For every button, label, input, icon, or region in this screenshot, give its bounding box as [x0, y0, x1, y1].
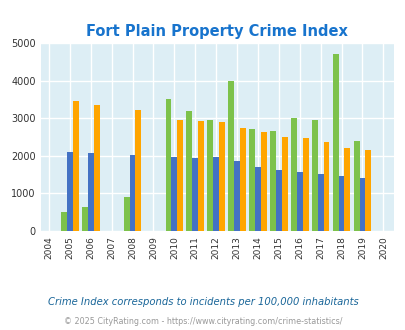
Bar — [129, 155, 135, 231]
Bar — [82, 207, 87, 231]
Bar — [124, 197, 129, 231]
Bar — [249, 129, 254, 231]
Bar — [260, 132, 266, 231]
Bar — [338, 176, 344, 231]
Title: Fort Plain Property Crime Index: Fort Plain Property Crime Index — [86, 24, 347, 39]
Bar — [311, 120, 317, 231]
Bar — [192, 158, 198, 231]
Bar — [275, 170, 281, 231]
Bar — [302, 138, 308, 231]
Bar — [165, 99, 171, 231]
Bar — [290, 118, 296, 231]
Bar — [281, 137, 287, 231]
Bar — [198, 121, 204, 231]
Bar — [87, 153, 94, 231]
Bar — [94, 105, 99, 231]
Bar — [219, 122, 224, 231]
Bar — [72, 101, 79, 231]
Bar — [323, 142, 328, 231]
Bar — [317, 174, 323, 231]
Bar — [296, 172, 302, 231]
Bar — [332, 54, 338, 231]
Text: © 2025 CityRating.com - https://www.cityrating.com/crime-statistics/: © 2025 CityRating.com - https://www.city… — [64, 317, 341, 326]
Bar — [135, 110, 141, 231]
Bar — [234, 161, 239, 231]
Bar — [353, 141, 359, 231]
Bar — [344, 148, 350, 231]
Bar — [177, 120, 183, 231]
Bar — [213, 157, 219, 231]
Bar — [364, 150, 370, 231]
Bar — [228, 81, 234, 231]
Text: Crime Index corresponds to incidents per 100,000 inhabitants: Crime Index corresponds to incidents per… — [47, 297, 358, 307]
Bar — [171, 156, 177, 231]
Bar — [359, 178, 364, 231]
Bar — [67, 152, 72, 231]
Bar — [207, 120, 213, 231]
Bar — [254, 167, 260, 231]
Bar — [269, 131, 275, 231]
Bar — [61, 212, 67, 231]
Bar — [239, 128, 245, 231]
Bar — [186, 111, 192, 231]
